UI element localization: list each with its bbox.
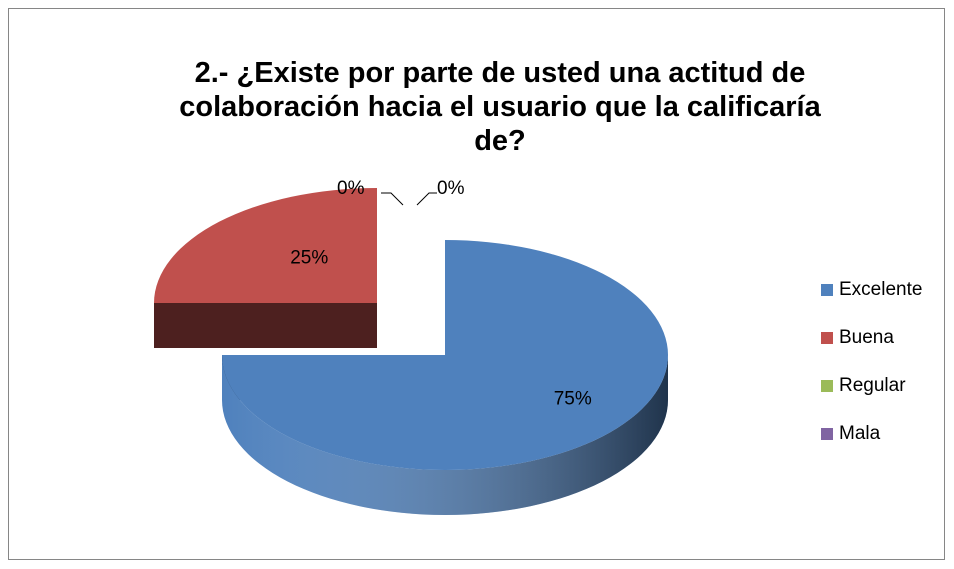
legend-swatch	[821, 284, 833, 296]
legend-swatch	[821, 380, 833, 392]
slice-side	[154, 303, 377, 348]
slice-wall-shade	[222, 355, 668, 515]
legend-swatch	[821, 332, 833, 344]
chart-frame	[8, 8, 945, 560]
slice-top	[222, 240, 668, 470]
leader-line	[416, 192, 437, 206]
leader-line	[381, 192, 404, 206]
slice-top	[154, 188, 377, 303]
data-label: 0%	[437, 178, 465, 199]
data-label: 25%	[290, 247, 328, 268]
data-label: 0%	[337, 178, 365, 199]
legend-label: Buena	[839, 327, 894, 348]
legend-label: Mala	[839, 423, 881, 444]
legend-label: Excelente	[839, 279, 922, 300]
legend-label: Regular	[839, 375, 906, 396]
legend-swatch	[821, 428, 833, 440]
data-label: 75%	[554, 389, 592, 410]
chart-title: 2.- ¿Existe por parte de usted una actit…	[179, 57, 821, 157]
